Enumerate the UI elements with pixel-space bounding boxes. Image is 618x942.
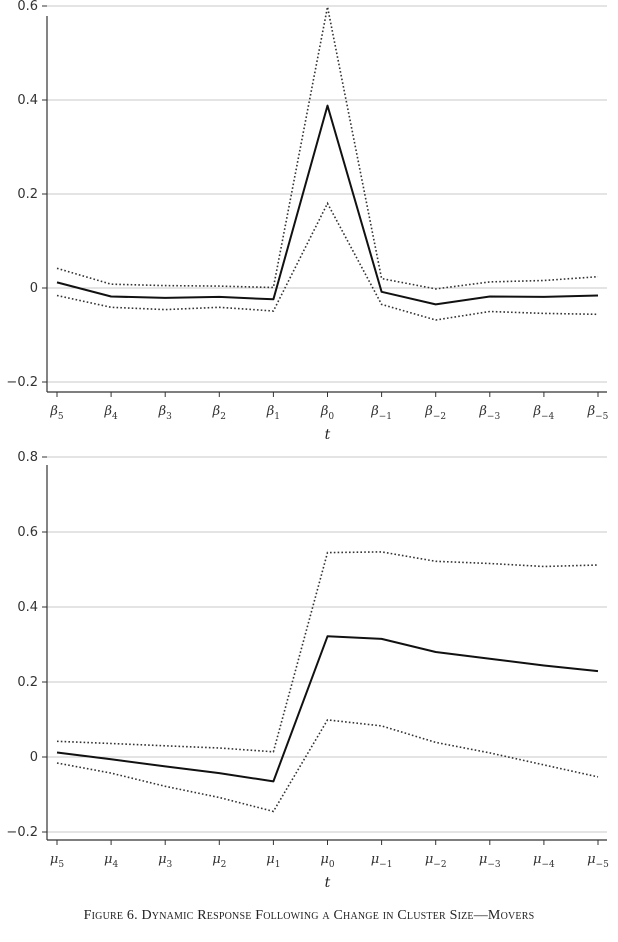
x-tick-label: μ2 — [212, 852, 226, 870]
x-tick-label: μ3 — [158, 852, 172, 870]
x-tick-label: β−5 — [587, 404, 609, 422]
y-tick-label: 0.8 — [17, 450, 38, 465]
x-tick-label: β1 — [266, 404, 280, 422]
series-line-upper — [56, 551, 599, 753]
chart-panel-bottom-mu: −0.2 0 0.2 0.4 0.6 0.8 μ5 μ4 μ3 μ2 μ1 μ0 μ−1 μ−2 μ−3 μ−… — [6, 450, 609, 891]
series-line-lower — [56, 201, 599, 321]
x-tick-label: μ−2 — [425, 852, 447, 870]
figure-caption: Figure 6. Dynamic Response Following a C… — [83, 908, 535, 923]
y-tick-label: −0.2 — [6, 825, 38, 840]
y-tick-label: 0 — [30, 281, 38, 296]
x-axis-label: t — [325, 427, 331, 443]
x-tick-label: μ5 — [50, 852, 64, 870]
x-tick-label: μ0 — [320, 852, 334, 870]
x-tick-label: β−2 — [424, 404, 446, 422]
chart-panel-top-beta: −0.2 0 0.2 0.4 0.6 β5 β4 β3 β2 β1 β0 β−1 β−2 β−3 β−4 β−… — [6, 0, 608, 443]
x-tick-label: β0 — [320, 404, 335, 422]
y-tick-label: −0.2 — [6, 375, 38, 390]
x-tick-label: μ−4 — [533, 852, 555, 870]
y-tick-label: 0.4 — [17, 93, 38, 108]
figure-canvas: −0.2 0 0.2 0.4 0.6 β5 β4 β3 β2 β1 β0 β−1 β−2 β−3 β−4 β−… — [6, 0, 609, 891]
y-tick-label: 0.2 — [17, 675, 38, 690]
x-tick-label: β3 — [158, 404, 173, 422]
x-tick-label: μ4 — [104, 852, 118, 870]
x-tick-label: β−4 — [533, 404, 555, 422]
x-tick-label: μ−1 — [371, 852, 393, 870]
y-tick-label: 0.2 — [17, 187, 38, 202]
series-line-estimate — [56, 635, 599, 783]
x-tick-label: μ1 — [266, 852, 280, 870]
series-line-estimate — [56, 104, 599, 306]
x-tick-label: β4 — [103, 404, 118, 422]
y-tick-label: 0.4 — [17, 600, 38, 615]
series-line-lower — [56, 719, 599, 813]
x-tick-label: β−3 — [478, 404, 500, 422]
x-tick-label: μ−5 — [587, 852, 609, 870]
y-tick-label: 0 — [30, 750, 38, 765]
x-tick-label: β−1 — [370, 404, 392, 422]
x-tick-label: β2 — [212, 404, 226, 422]
y-tick-label: 0.6 — [17, 0, 38, 14]
series-line-upper — [56, 6, 599, 290]
x-tick-label: β5 — [49, 404, 64, 422]
x-axis-label: t — [325, 875, 331, 891]
y-tick-label: 0.6 — [17, 525, 38, 540]
x-tick-label: μ−3 — [479, 852, 501, 870]
